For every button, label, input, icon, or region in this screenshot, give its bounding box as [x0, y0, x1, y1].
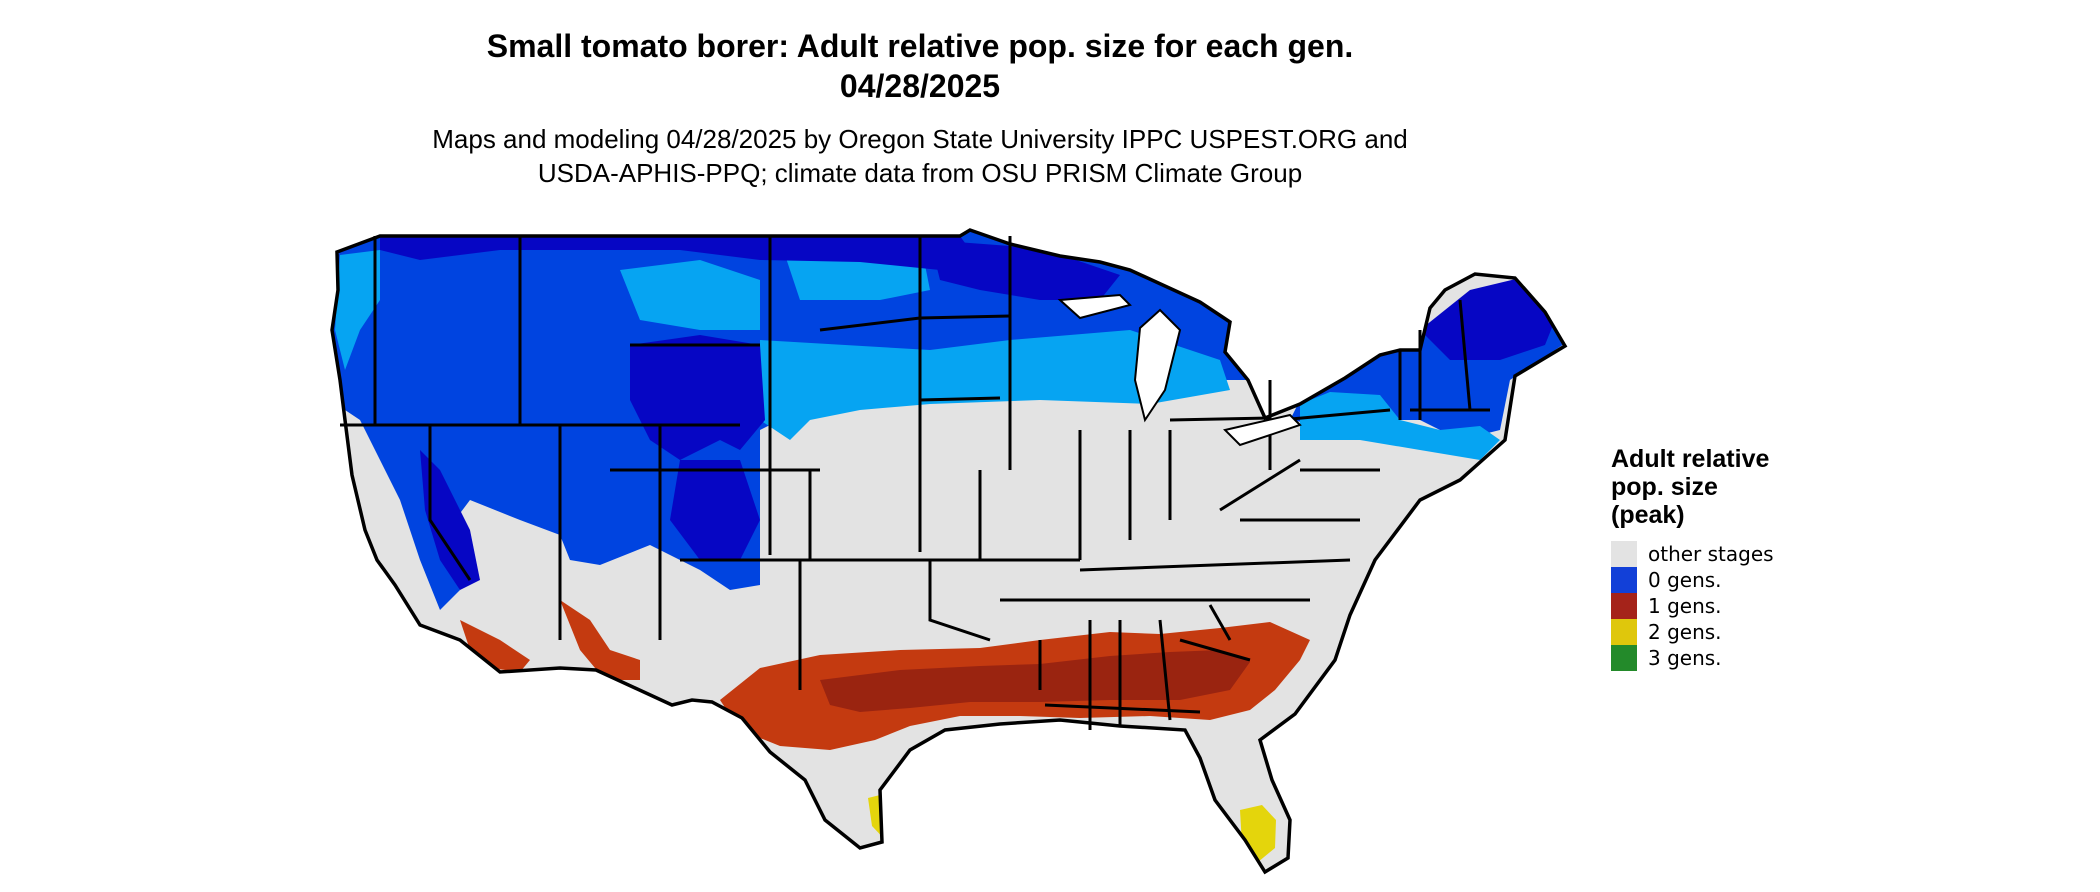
zone-light-blue-west	[335, 250, 380, 370]
legend-label-other-stages: other stages	[1648, 542, 1774, 566]
map-subtitle-line1: Maps and modeling 04/28/2025 by Oregon S…	[432, 124, 1408, 154]
map-title-line2: 04/28/2025	[839, 68, 1001, 104]
zone-1-gens-arizona	[560, 600, 640, 680]
legend-title-line2: pop. size	[1611, 473, 1718, 501]
legend-swatch-1-gens	[1611, 593, 1637, 619]
zone-dark-blue-sierra	[420, 450, 480, 590]
map-subtitle-line2: USDA-APHIS-PPQ; climate data from OSU PR…	[537, 158, 1303, 188]
legend-label-2-gens: 2 gens.	[1648, 620, 1722, 644]
legend-label-1-gens: 1 gens.	[1648, 594, 1722, 618]
zone-1-gens-southwest	[460, 620, 530, 672]
zone-1-gens-south-dark	[820, 650, 1250, 712]
zone-light-blue-plains	[760, 330, 1230, 440]
legend-title-line3: (peak)	[1611, 501, 1685, 529]
zone-dark-blue-lakes	[930, 240, 1120, 300]
legend-swatch-0-gens	[1611, 567, 1637, 593]
legend-title-line1: Adult relative	[1611, 445, 1770, 473]
zone-dark-blue-rockies	[630, 335, 765, 460]
legend-swatch-2-gens	[1611, 619, 1637, 645]
zone-dark-blue-colorado	[670, 460, 760, 560]
legend-title: Adult relative pop. size (peak)	[1611, 445, 1871, 529]
legend-swatch-3-gens	[1611, 645, 1637, 671]
legend-label-3-gens: 3 gens.	[1648, 646, 1722, 670]
legend-swatch-other-stages	[1611, 541, 1637, 567]
zone-light-blue-montana	[620, 260, 760, 330]
great-lakes	[1057, 293, 1302, 447]
legend-label-0-gens: 0 gens.	[1648, 568, 1722, 592]
zone-dark-blue-maine	[1420, 278, 1555, 360]
zone-dark-blue-north	[380, 236, 970, 270]
map-title-line1: Small tomato borer: Adult relative pop. …	[486, 28, 1354, 64]
zone-light-blue-northeast	[1300, 392, 1500, 460]
state-borders	[340, 236, 1490, 730]
